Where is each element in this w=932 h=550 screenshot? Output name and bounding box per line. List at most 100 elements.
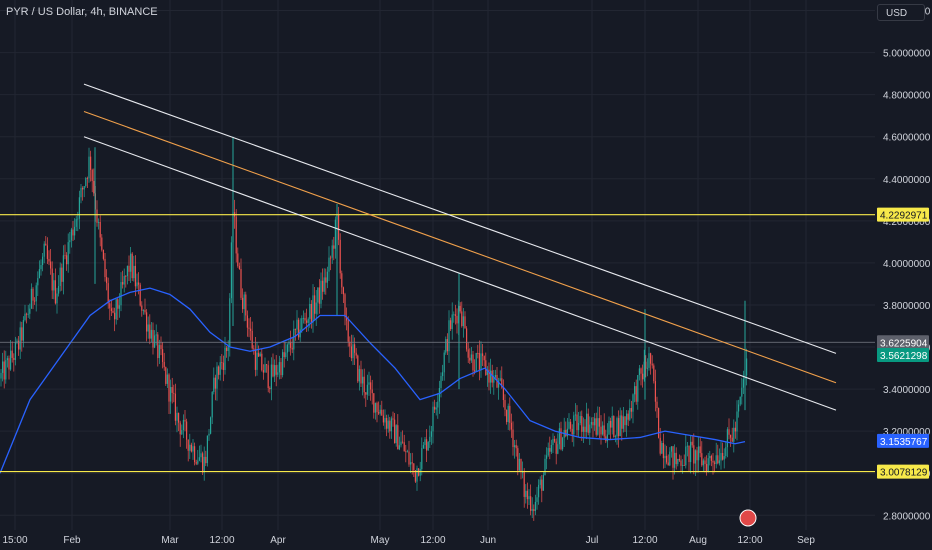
- candle-body: [245, 294, 247, 316]
- candle-body: [301, 318, 303, 330]
- candle-body: [142, 310, 144, 311]
- candle-body: [595, 418, 597, 435]
- candle-body: [291, 347, 293, 350]
- candle-body: [82, 188, 84, 190]
- candle-body: [491, 370, 493, 383]
- candle-body: [494, 374, 496, 378]
- candle-body: [275, 365, 277, 375]
- candle-body: [448, 320, 450, 352]
- candle-body: [499, 378, 501, 381]
- candle-body: [614, 436, 616, 438]
- candle-body: [192, 446, 194, 452]
- candle-body: [38, 269, 40, 279]
- y-axis: 5.20000005.00000004.80000004.60000004.40…: [875, 0, 932, 550]
- candle-body: [619, 415, 621, 437]
- candle-body: [475, 353, 477, 372]
- candle-body: [18, 340, 20, 350]
- candle-body: [469, 357, 471, 361]
- candle-body: [10, 350, 12, 370]
- candle-body: [285, 352, 287, 357]
- candle-body: [125, 276, 127, 277]
- candle-body: [682, 465, 684, 466]
- candle-body: [264, 364, 266, 373]
- candle-body: [112, 310, 114, 313]
- candle-body: [467, 349, 469, 358]
- candle-body: [69, 240, 71, 243]
- candle-body: [459, 305, 461, 312]
- candle-body: [14, 342, 16, 360]
- currency-button[interactable]: USD: [877, 4, 925, 21]
- candle-body: [672, 446, 674, 468]
- candle-body: [574, 414, 576, 416]
- price-label-text: 3.1535767: [880, 437, 928, 448]
- candle-body: [554, 438, 556, 442]
- candle-body: [472, 354, 474, 371]
- candle-body: [618, 418, 620, 437]
- candle-body: [566, 428, 568, 437]
- candle-body: [538, 484, 540, 498]
- candle-body: [150, 329, 152, 339]
- channel-line-white: [83, 136, 837, 411]
- candle-body: [302, 317, 304, 319]
- candle-body: [522, 472, 524, 473]
- candle-body: [357, 355, 359, 382]
- candle-body: [109, 303, 111, 309]
- candle-body: [413, 463, 415, 471]
- y-tick-label: 2.8000000: [883, 511, 931, 522]
- x-tick-label: Feb: [63, 535, 81, 546]
- event-marker-icon: [739, 509, 757, 527]
- candle-body: [736, 411, 738, 432]
- price-label-box: [877, 347, 929, 362]
- candle-body: [266, 364, 268, 366]
- candle-body: [342, 287, 344, 295]
- candle-body: [37, 278, 39, 286]
- candle-body: [51, 268, 53, 291]
- candle-body: [381, 409, 383, 416]
- x-tick-label: Apr: [270, 535, 286, 546]
- candle-body: [42, 256, 44, 266]
- candle-body: [299, 329, 301, 338]
- candle-body: [502, 387, 504, 401]
- candle-body: [130, 253, 132, 272]
- candle-body: [187, 439, 189, 451]
- candle-body: [144, 310, 146, 313]
- candle-body: [392, 418, 394, 420]
- moving-average-line: [0, 287, 746, 474]
- candle-body: [656, 401, 658, 409]
- candle-body: [611, 416, 613, 428]
- candle-body: [515, 445, 517, 449]
- candle-body: [355, 352, 357, 356]
- candle-body: [277, 372, 279, 375]
- candle-body: [486, 369, 488, 375]
- candle-body: [715, 455, 717, 464]
- candle-body: [43, 243, 45, 257]
- candle-body: [442, 372, 444, 377]
- candle-body: [616, 418, 618, 437]
- candle-body: [746, 358, 748, 376]
- candle-body: [590, 422, 592, 425]
- candle-body: [650, 353, 652, 364]
- candle-body: [114, 312, 116, 320]
- candle-body: [326, 271, 328, 283]
- candle-body: [309, 303, 311, 319]
- candle-body: [629, 408, 631, 420]
- candle-body: [549, 448, 551, 452]
- candle-body: [86, 178, 88, 179]
- candle-body: [16, 340, 18, 343]
- candle-body: [195, 462, 197, 464]
- candle-body: [571, 428, 573, 435]
- candle-body: [557, 444, 559, 454]
- candle-body: [219, 362, 221, 375]
- candle-body: [573, 415, 575, 435]
- candle-body: [165, 367, 167, 384]
- candle-body: [181, 430, 183, 435]
- candle-body: [565, 429, 567, 437]
- candle-body: [246, 315, 248, 328]
- candle-body: [331, 245, 333, 258]
- candle-body: [466, 328, 468, 350]
- candle-body: [70, 229, 72, 241]
- candle-body: [434, 406, 436, 410]
- grid-lines: [0, 0, 875, 530]
- candle-body: [717, 455, 719, 464]
